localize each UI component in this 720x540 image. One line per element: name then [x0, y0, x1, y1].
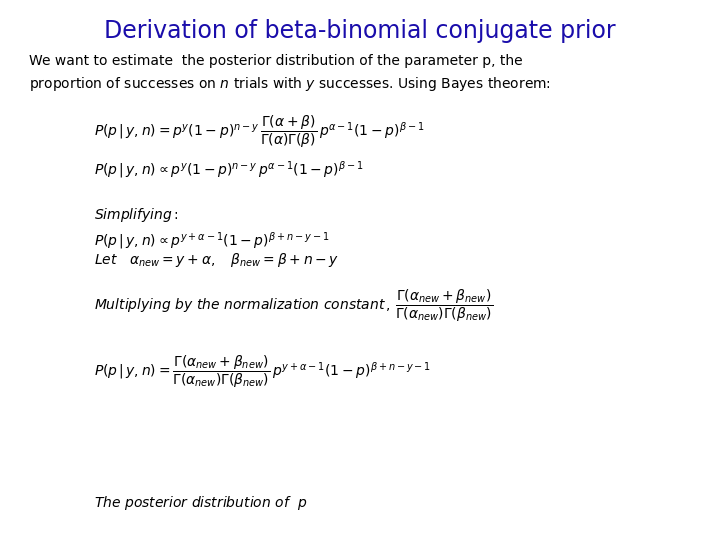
Text: We want to estimate  the posterior distribution of the parameter p, the: We want to estimate the posterior distri… [29, 54, 523, 68]
Text: proportion of successes on $n$ trials with $y$ successes. Using Bayes theorem:: proportion of successes on $n$ trials wi… [29, 75, 551, 92]
Text: $\mathit{The\ posterior\ distribution\ of\ }\ p$: $\mathit{The\ posterior\ distribution\ o… [94, 494, 307, 512]
Text: Derivation of beta-binomial conjugate prior: Derivation of beta-binomial conjugate pr… [104, 19, 616, 43]
Text: $P(p\,|\,y,n) \propto p^{y+\alpha-1}(1-p)^{\beta+n-y-1}$: $P(p\,|\,y,n) \propto p^{y+\alpha-1}(1-p… [94, 231, 329, 252]
Text: $P(p\,|\,y,n) = \dfrac{\Gamma(\alpha_{new}+\beta_{new})}{\Gamma(\alpha_{new})\Ga: $P(p\,|\,y,n) = \dfrac{\Gamma(\alpha_{ne… [94, 354, 431, 390]
Text: $\mathit{Simplifying}:$: $\mathit{Simplifying}:$ [94, 206, 179, 224]
Text: $P(p\,|\,y,n) \propto p^y(1-p)^{n-y}\,p^{\alpha-1}(1-p)^{\beta-1}$: $P(p\,|\,y,n) \propto p^y(1-p)^{n-y}\,p^… [94, 159, 364, 180]
Text: $\mathit{Multiplying\ by\ the\ normalization\ constant}\,,\,\dfrac{\Gamma(\alpha: $\mathit{Multiplying\ by\ the\ normaliza… [94, 287, 492, 323]
Text: $P(p\,|\,y,n) = p^y(1-p)^{n-y}\,\dfrac{\Gamma(\alpha+\beta)}{\Gamma(\alpha)\Gamm: $P(p\,|\,y,n) = p^y(1-p)^{n-y}\,\dfrac{\… [94, 113, 424, 150]
Text: $\mathit{Let}\quad \alpha_{new} = y+\alpha,\quad \beta_{new} = \beta+n-y$: $\mathit{Let}\quad \alpha_{new} = y+\alp… [94, 251, 339, 269]
